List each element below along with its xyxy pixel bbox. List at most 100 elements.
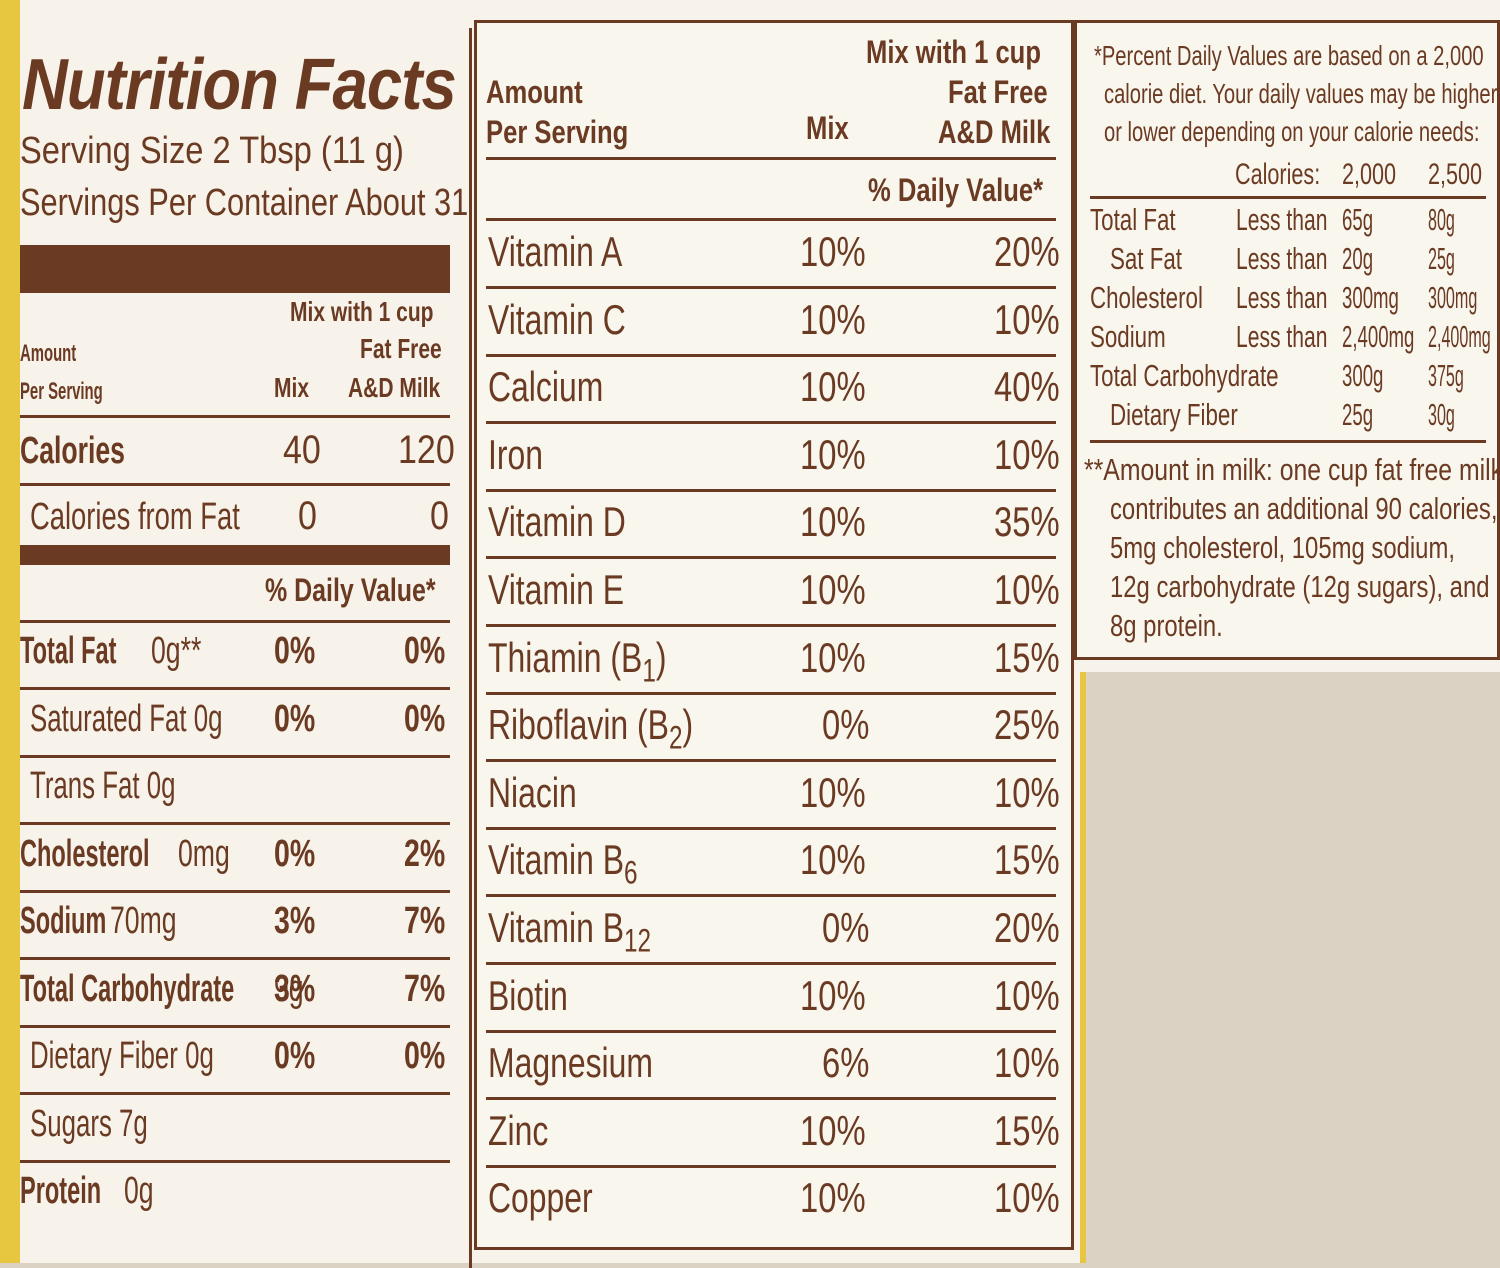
divider: [20, 1024, 450, 1028]
vitamin-row-mix-dv: 10%: [800, 498, 866, 546]
vitamin-name: Calcium: [488, 363, 604, 411]
vitamin-row-mix-dv: 10%: [800, 1174, 866, 1222]
vitamin-row-milk-dv: 10%: [994, 295, 1060, 343]
divider: [486, 691, 1056, 695]
vitamin-row-milk-dv: 15%: [994, 633, 1060, 681]
medium-divider: [20, 545, 450, 565]
nutrient-row-milk-dv: 7%: [404, 967, 446, 1010]
reference-row-qualifier: Less than: [1236, 319, 1328, 354]
divider: [20, 687, 450, 690]
vitamin-row-mix-dv: 10%: [800, 430, 866, 478]
reference-row-2500: 30g: [1428, 397, 1455, 432]
nutrient-row-mix-dv: 0%: [274, 630, 316, 672]
vitamin-row-mix-dv: 10%: [800, 566, 866, 613]
left-header-milk-1: Mix with 1 cup: [290, 296, 434, 327]
divider: [486, 624, 1056, 627]
vitamin-row-milk-dv: 20%: [994, 904, 1060, 951]
vitamin-name: Riboflavin (B: [488, 701, 669, 749]
vitamin-row-label: Niacin: [488, 769, 577, 817]
vitamin-name: Copper: [488, 1174, 593, 1222]
reference-row-2000: 2,400mg: [1342, 319, 1415, 354]
left-header-milk-2: Fat Free: [360, 333, 442, 364]
nutrient-row-mix-dv: 0%: [274, 832, 316, 875]
vitamin-name: Iron: [488, 430, 544, 478]
reference-row-label: Sat Fat: [1110, 241, 1182, 276]
vitamin-row-label: Biotin: [488, 972, 568, 1020]
vitamin-row-label: Vitamin D: [488, 498, 626, 546]
nutrition-facts-title: Nutrition Facts: [22, 45, 457, 125]
divider: [20, 957, 450, 960]
vitamin-row-milk-dv: 35%: [994, 498, 1060, 546]
vitamin-row-label: Vitamin B12: [488, 904, 651, 959]
vitamin-row-label: Magnesium: [488, 1039, 653, 1087]
vitamin-row-milk-dv: 10%: [994, 1174, 1060, 1222]
calories-milk: 120: [398, 428, 455, 472]
calories-fat-mix: 0: [298, 494, 317, 538]
vitamin-row-milk-dv: 10%: [994, 768, 1060, 816]
nutrient-row-mix-dv: 0%: [274, 697, 316, 740]
reference-row-label: Cholesterol: [1090, 280, 1203, 315]
nutrient-row-milk-dv: 0%: [404, 630, 446, 672]
calories-ref-2500: 2,500: [1428, 158, 1483, 191]
vitamin-row-label: Vitamin A: [488, 228, 622, 276]
vitamin-row-label: Vitamin E: [488, 566, 624, 614]
nutrient-row-amount: 70mg: [109, 900, 177, 942]
nutrient-row-milk-dv: 0%: [404, 697, 446, 740]
nutrient-row-mix-dv: 3%: [274, 900, 316, 942]
calories-ref-label: Calories:: [1235, 158, 1321, 191]
vitamin-row-milk-dv: 10%: [994, 430, 1060, 478]
servings-per-container: Servings Per Container About 31: [20, 182, 469, 224]
milk-note-line: 5mg cholesterol, 105mg sodium,: [1110, 530, 1455, 565]
vitamin-row-mix-dv: 10%: [800, 633, 866, 681]
divider: [486, 826, 1056, 830]
mid-dv-header: % Daily Value*: [868, 172, 1044, 208]
blank-area: [1086, 672, 1500, 1263]
vitamin-row-milk-dv: 40%: [994, 363, 1060, 411]
footnote-line-3: or lower depending on your calorie needs…: [1104, 116, 1480, 147]
reference-row-label: Sodium: [1090, 319, 1166, 354]
reference-row-qualifier: Less than: [1236, 202, 1328, 237]
nutrient-row-label: Saturated Fat 0g: [30, 697, 223, 740]
milk-note-line: 8g protein.: [1110, 608, 1223, 643]
vitamin-name: Zinc: [488, 1106, 549, 1154]
nutrient-row-amount: 0g**: [150, 630, 202, 672]
reference-row-2000: 300mg: [1342, 280, 1399, 315]
vitamin-subscript: 6: [624, 854, 638, 891]
divider: [20, 620, 450, 623]
divider: [486, 1029, 1056, 1033]
vitamin-row-mix-dv: 6%: [822, 1039, 870, 1087]
reference-row-2000: 25g: [1342, 397, 1374, 432]
divider: [20, 754, 450, 758]
calories-fat-milk: 0: [430, 494, 449, 538]
vitamin-row-mix-dv: 10%: [800, 768, 866, 816]
mid-header-mix: Mix: [806, 110, 849, 146]
reference-row-label: Total Carbohydrate: [1090, 358, 1279, 393]
vitamin-row-milk-dv: 20%: [994, 228, 1060, 275]
divider: [486, 1164, 1056, 1168]
mid-header-milk-1: Mix with 1 cup: [866, 34, 1041, 70]
mid-header-milk-3: A&D Milk: [938, 114, 1051, 150]
vitamins-panel: [474, 20, 1074, 1250]
footnote-line-2: calorie diet. Your daily values may be h…: [1104, 78, 1498, 109]
divider: [20, 483, 450, 486]
mid-header-amount-2: Per Serving: [486, 114, 629, 150]
vitamin-row-label: Iron: [488, 431, 543, 479]
vitamin-row-label: Vitamin B6: [488, 836, 638, 891]
nutrient-row-label: Sugars 7g: [30, 1102, 148, 1145]
vitamin-row-label: Copper: [488, 1174, 593, 1222]
vitamin-name: Vitamin D: [488, 498, 626, 546]
nutrient-row-milk-dv: 0%: [404, 1035, 446, 1077]
divider: [486, 759, 1056, 763]
divider: [486, 488, 1056, 492]
milk-note-line: contributes an additional 90 calories,: [1110, 491, 1498, 526]
milk-note-line: 12g carbohydrate (12g sugars), and: [1110, 569, 1490, 604]
vitamin-row-mix-dv: 0%: [822, 701, 870, 749]
divider: [486, 286, 1056, 289]
left-header-milk-3: A&D Milk: [348, 372, 441, 403]
vitamin-name: Vitamin C: [488, 295, 626, 343]
divider: [486, 556, 1056, 560]
nutrient-row-label: Dietary Fiber 0g: [30, 1035, 214, 1077]
divider: [486, 218, 1056, 221]
nutrient-row-amount: 0g: [123, 1170, 154, 1212]
divider: [486, 1097, 1056, 1101]
